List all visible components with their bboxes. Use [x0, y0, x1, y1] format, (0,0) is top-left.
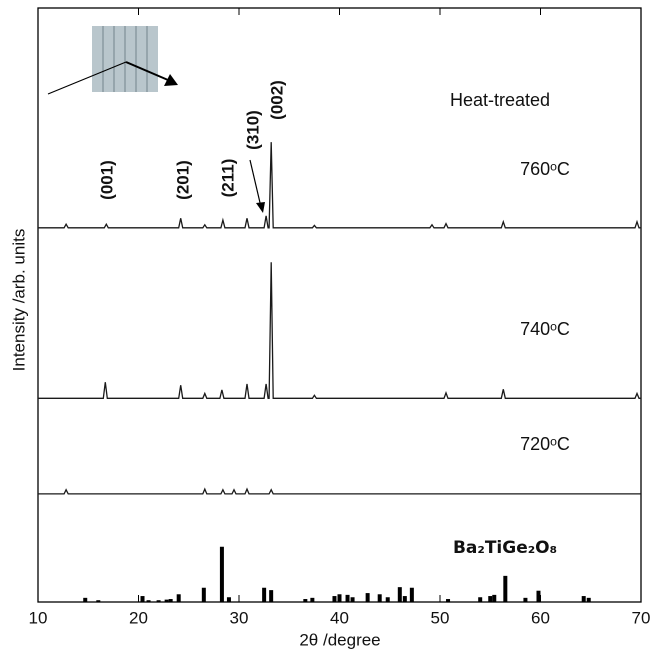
reference-stick [492, 594, 497, 602]
reference-stick [503, 575, 508, 602]
reference-stick [397, 587, 402, 602]
reference-stick [332, 596, 337, 602]
reference-stick [586, 597, 591, 602]
reference-stick [219, 546, 224, 602]
peak-annotation: (001) [97, 160, 116, 200]
x-axis-label: 2θ /degree [299, 630, 380, 649]
reference-stick [488, 596, 493, 602]
series-label: 740ᵒC [520, 319, 570, 339]
reference-stick [385, 597, 390, 602]
annotation-arrow-head [256, 202, 265, 213]
reference-stick [176, 594, 181, 602]
diffracted-beam [125, 61, 169, 81]
reference-stick [523, 597, 528, 602]
reference-stick [226, 597, 231, 602]
reference-stick [402, 596, 407, 602]
reference-stick [83, 597, 88, 602]
reference-stick [377, 594, 382, 602]
reference-stick [262, 587, 267, 602]
reference-stick [303, 599, 308, 602]
y-axis-label: Intensity /arb. units [9, 229, 28, 372]
reference-stick [536, 590, 541, 602]
peak-annotation: (201) [173, 160, 192, 200]
series-label: 760ᵒC [520, 159, 570, 179]
arrow-head [164, 74, 178, 86]
x-tick-label: 30 [230, 608, 249, 627]
peak-annotation: (310) [243, 110, 262, 150]
reference-stick [350, 597, 355, 602]
reference-stick [140, 596, 145, 602]
x-tick-label: 50 [431, 608, 450, 627]
annotation-arrow [249, 159, 262, 208]
reference-stick [156, 600, 161, 602]
reference-stick [581, 596, 586, 602]
x-tick-label: 40 [330, 608, 349, 627]
x-tick-label: 10 [29, 608, 48, 627]
xrd-trace [38, 262, 641, 399]
reference-stick [337, 594, 342, 602]
reference-stick [168, 599, 173, 602]
xrd-trace [38, 142, 641, 229]
reference-label: Ba₂TiGe₂O₈ [453, 538, 557, 558]
reference-stick [146, 600, 151, 602]
peak-annotation: (211) [218, 159, 237, 198]
incident-beam [47, 61, 127, 95]
fiber-lines [102, 26, 148, 92]
reference-stick [345, 594, 350, 602]
reference-stick [201, 587, 206, 602]
reference-stick [310, 597, 315, 602]
condition-label: Heat-treated [450, 90, 550, 110]
reference-stick [446, 599, 451, 602]
reference-stick [478, 597, 483, 602]
peak-annotation: (002) [267, 80, 286, 120]
reference-stick [269, 590, 274, 602]
reference-stick [409, 587, 414, 602]
x-tick-label: 60 [531, 608, 550, 627]
reference-stick [365, 593, 370, 602]
plot-frame [37, 7, 642, 603]
x-tick-label: 70 [632, 608, 651, 627]
reference-stick [96, 600, 101, 602]
fiber-illustration [47, 26, 178, 95]
reference-stick [164, 599, 169, 602]
series-label: 720ᵒC [520, 434, 570, 454]
x-tick-label: 20 [129, 608, 148, 627]
xrd-trace [38, 487, 641, 495]
